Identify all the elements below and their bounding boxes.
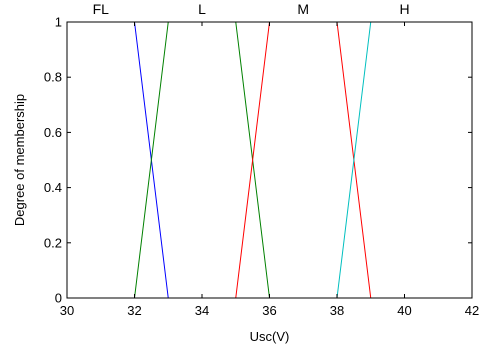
x-tick-label: 42 xyxy=(465,303,479,318)
x-ticks: 30 32 34 36 38 40 42 xyxy=(60,22,479,318)
x-tick-label: 34 xyxy=(195,303,209,318)
series-line-l xyxy=(67,21,472,299)
mf-label-m: M xyxy=(297,1,309,17)
x-tick-label: 40 xyxy=(397,303,411,318)
series-line-fl xyxy=(67,21,472,299)
y-tick-label: 0.6 xyxy=(44,125,62,140)
x-tick-label: 36 xyxy=(262,303,276,318)
x-axis-title: Usc(V) xyxy=(250,329,290,344)
y-tick-label: 1 xyxy=(55,15,62,30)
membership-labels: FL L M H xyxy=(93,1,410,17)
y-axis-title: Degree of membership xyxy=(12,94,27,226)
y-tick-label: 0.4 xyxy=(44,180,62,195)
x-tick-label: 38 xyxy=(330,303,344,318)
series-line-m xyxy=(67,21,472,299)
series-line-h xyxy=(67,21,472,299)
mf-label-l: L xyxy=(198,1,206,17)
y-tick-label: 0 xyxy=(55,291,62,306)
y-ticks: 0 0.2 0.4 0.6 0.8 1 xyxy=(44,15,472,306)
series-layer xyxy=(67,21,472,299)
x-tick-label: 30 xyxy=(60,303,74,318)
x-tick-label: 32 xyxy=(127,303,141,318)
y-tick-label: 0.2 xyxy=(44,235,62,250)
plot-frame xyxy=(66,21,473,299)
mf-label-fl: FL xyxy=(93,1,110,17)
y-tick-label: 0.8 xyxy=(44,70,62,85)
mf-label-h: H xyxy=(399,1,409,17)
